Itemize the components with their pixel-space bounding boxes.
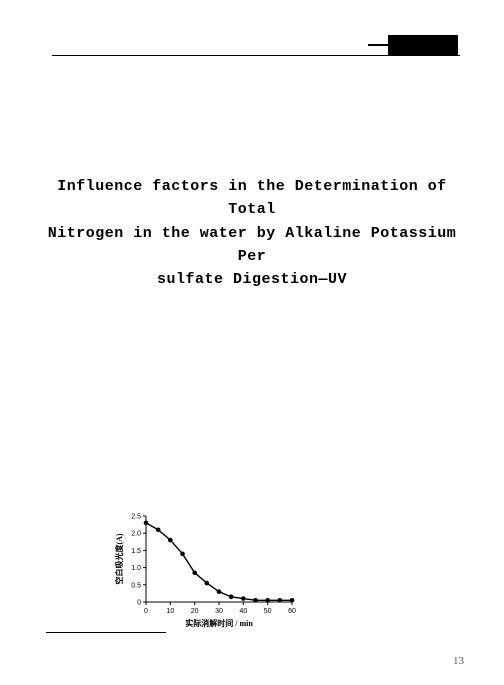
title-line-1: Influence factors in the Determination o… xyxy=(57,178,447,218)
title-line-3: sulfate Digestion—UV xyxy=(157,271,347,288)
header-block xyxy=(388,35,458,55)
footer-rule xyxy=(46,632,166,633)
page-number: 13 xyxy=(453,655,464,667)
header-dash xyxy=(368,44,388,46)
svg-text:0: 0 xyxy=(137,600,141,607)
document-title: Influence factors in the Determination o… xyxy=(35,175,469,291)
svg-text:1.5: 1.5 xyxy=(131,548,141,555)
header-rule xyxy=(52,55,460,56)
svg-text:50: 50 xyxy=(264,608,272,615)
svg-text:30: 30 xyxy=(215,608,223,615)
title-line-2: Nitrogen in the water by Alkaline Potass… xyxy=(48,225,457,265)
svg-text:实际消解时间 / min: 实际消解时间 / min xyxy=(185,618,253,628)
svg-text:40: 40 xyxy=(239,608,247,615)
svg-text:0.5: 0.5 xyxy=(131,582,141,589)
chart-svg: 0 0.5 1.0 1.5 2.0 2.5 0 10 20 30 40 50 60 空白吸光度(A) 实际消… xyxy=(110,510,300,630)
svg-text:10: 10 xyxy=(166,608,174,615)
svg-text:2.0: 2.0 xyxy=(131,531,141,538)
svg-text:空白吸光度(A): 空白吸光度(A) xyxy=(114,533,124,584)
svg-text:20: 20 xyxy=(191,608,199,615)
svg-text:0: 0 xyxy=(144,608,148,615)
digestion-time-chart: 0 0.5 1.0 1.5 2.0 2.5 0 10 20 30 40 50 60 空白吸光度(A) 实际消… xyxy=(110,510,300,630)
svg-text:60: 60 xyxy=(288,608,296,615)
svg-text:2.5: 2.5 xyxy=(131,514,141,521)
svg-text:1.0: 1.0 xyxy=(131,565,141,572)
